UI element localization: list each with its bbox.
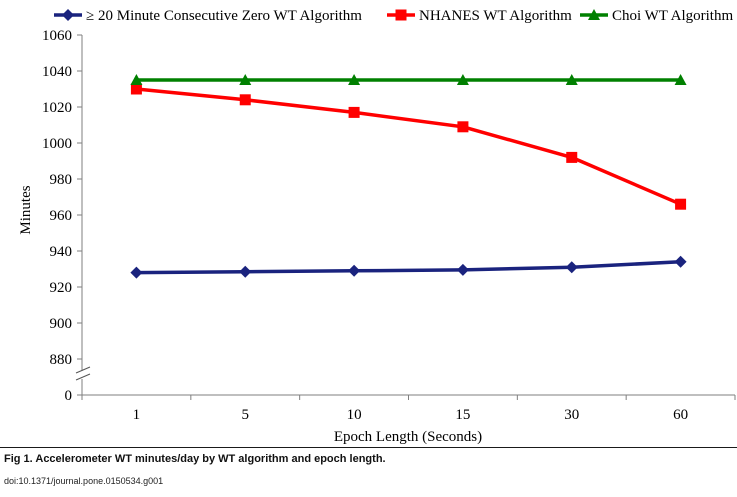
- data-point-0: [130, 266, 143, 279]
- data-point-0: [565, 261, 578, 274]
- legend-marker: [588, 9, 600, 20]
- x-tick-label: 5: [242, 407, 250, 423]
- y-tick-label: 900: [50, 316, 73, 332]
- figure-caption: Fig 1. Accelerometer WT minutes/day by W…: [4, 453, 386, 465]
- axis-break-mark: [75, 373, 91, 381]
- x-tick-label: 60: [673, 407, 688, 423]
- y-axis-label: Minutes: [18, 185, 34, 234]
- y-tick-label: 980: [50, 172, 73, 188]
- data-point-2: [348, 74, 361, 85]
- data-point-0: [674, 255, 687, 268]
- y-tick-label: 0: [65, 388, 73, 404]
- y-tick-label: 960: [50, 208, 73, 224]
- data-point-1: [130, 83, 142, 95]
- y-tick-label: 1040: [42, 64, 72, 80]
- data-point-0: [456, 263, 469, 276]
- y-tick-label: 940: [50, 244, 73, 260]
- series-line-0: [136, 260, 681, 275]
- series-line-1: [136, 87, 682, 206]
- data-point-1: [457, 121, 469, 133]
- legend-label: Choi WT Algorithm: [612, 8, 733, 24]
- data-point-0: [348, 264, 361, 277]
- data-point-2: [456, 74, 469, 85]
- data-point-1: [348, 106, 360, 118]
- caption-divider: [0, 447, 737, 448]
- legend-marker: [395, 9, 407, 21]
- data-point-1: [566, 151, 578, 163]
- legend-marker: [62, 9, 74, 21]
- y-tick-label: 1000: [42, 136, 72, 152]
- axis-break-mark: [75, 366, 91, 374]
- x-tick-label: 10: [347, 407, 362, 423]
- y-tick-label: 920: [50, 280, 73, 296]
- line-chart: ≥ 20 Minute Consecutive Zero WT Algorith…: [18, 8, 736, 445]
- figure-doi: doi:10.1371/journal.pone.0150534.g001: [4, 476, 164, 486]
- x-tick-label: 30: [564, 407, 579, 423]
- x-tick-label: 15: [455, 407, 470, 423]
- x-axis-label: Epoch Length (Seconds): [334, 429, 482, 445]
- data-point-2: [565, 74, 578, 85]
- data-point-2: [674, 74, 687, 85]
- chart-series: [130, 74, 687, 279]
- y-tick-label: 1020: [42, 100, 72, 116]
- chart-legend: ≥ 20 Minute Consecutive Zero WT Algorith…: [54, 8, 733, 24]
- data-point-1: [239, 94, 251, 106]
- data-point-2: [130, 74, 143, 85]
- y-tick-label: 880: [50, 352, 73, 368]
- legend-label: NHANES WT Algorithm: [419, 8, 572, 24]
- data-point-2: [239, 74, 252, 85]
- data-point-0: [239, 265, 252, 278]
- y-tick-label: 1060: [42, 28, 72, 44]
- data-point-1: [675, 198, 687, 210]
- x-tick-label: 1: [133, 407, 141, 423]
- legend-label: ≥ 20 Minute Consecutive Zero WT Algorith…: [86, 8, 362, 24]
